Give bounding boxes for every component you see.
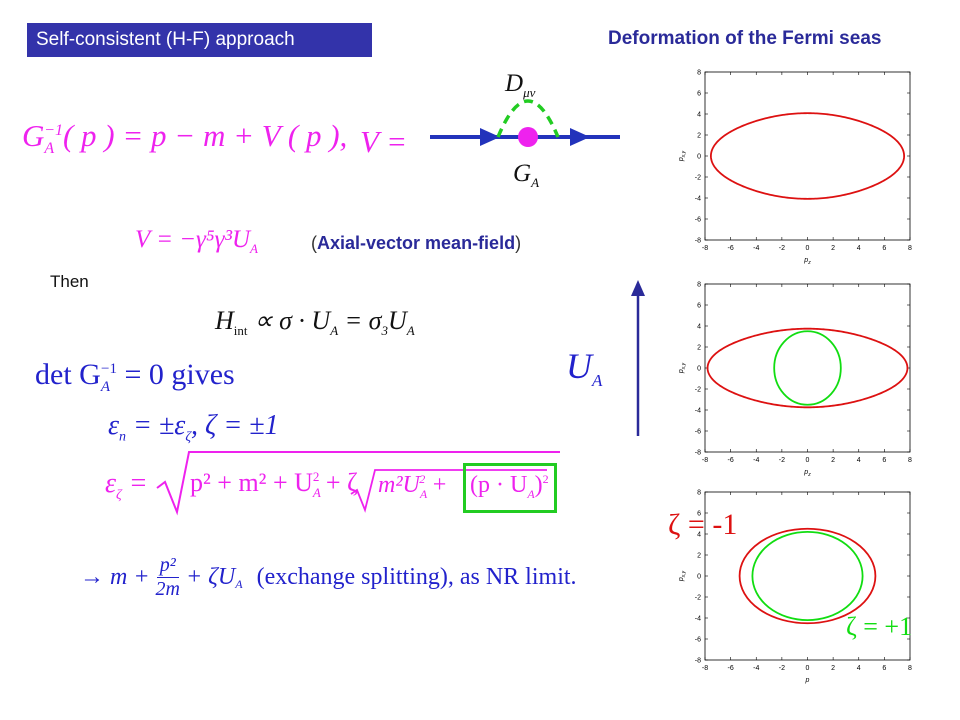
fermi-plot-3: -8-8 -6 -6 -4 -4 -2 -2 0 0 2 2 4 4 6 6 8 8 p px,y [678, 490, 912, 685]
x-tick-label: -4 [753, 245, 759, 252]
x-tick-label: 0 [806, 245, 810, 252]
y-tick-label: 4 [697, 112, 701, 119]
highlight-box [463, 463, 557, 513]
y-tick-label: 0 [697, 366, 701, 373]
fermi-sea-plots: -8-8-6-6-4-4-2-20022446688pzpx,y-8-8-6-6… [678, 70, 912, 685]
axial-note: (Axial-vector mean-field) [311, 233, 522, 253]
y-tick-label: 4 [697, 324, 701, 331]
y-tick-label: 6 [697, 303, 701, 310]
x-tick-label: 2 [831, 457, 835, 464]
y-tick-label: -6 [695, 217, 701, 224]
sqrt-signs [156, 451, 560, 516]
h-int-equation: Hint ∝ σ · UA = σ3UA [215, 306, 415, 339]
det-equation: det GA−1 = 0 gives [35, 358, 235, 395]
y-tick-label: 2 [697, 345, 701, 352]
arrow-right [570, 128, 590, 146]
x-tick-label: 4 [857, 245, 861, 252]
self-energy-diagram [430, 99, 620, 147]
y-tick-label: -4 [695, 408, 701, 415]
y-axis-label: px,y [678, 570, 687, 582]
x-tick-label: 8 [908, 245, 912, 252]
fermi-surface-red [706, 327, 909, 409]
y-tick-label: 0 [697, 574, 701, 581]
x-tick-label: 4 [857, 457, 861, 464]
boxed-term: (p · UA)2 [470, 472, 549, 501]
y-tick-label: -8 [695, 450, 701, 457]
y-tick-label: 8 [697, 282, 701, 289]
vertex-dot [518, 127, 538, 147]
fermi-surface-red [738, 527, 877, 625]
y-tick-label: -2 [695, 595, 701, 602]
fermi-plot-1: -8-8 -6 -6 -4 -4 -2 -2 0 0 2 2 4 4 6 6 8 8 pz px,y [678, 70, 912, 267]
diagram-top-label: Dμν [505, 70, 536, 100]
x-tick-label: 4 [857, 665, 861, 672]
ua-label: UA [566, 346, 603, 391]
y-tick-label: -8 [695, 238, 701, 245]
x-tick-label: -6 [728, 665, 734, 672]
y-axis-label: px,y [678, 362, 687, 374]
x-axis-label: pz [803, 257, 811, 266]
increase-arrow [631, 280, 645, 436]
y-tick-label: 2 [697, 133, 701, 140]
boson-propagator [496, 99, 560, 138]
zeta-minus-label: ζ = -1 [668, 508, 738, 541]
propagator-equation: GA−1( p ) = p − m + V ( p ), [22, 118, 348, 158]
y-tick-label: -6 [695, 429, 701, 436]
x-tick-label: -8 [702, 665, 708, 672]
epsilon-zeta-lhs: εζ = [105, 468, 148, 503]
fermi-surface-green [773, 330, 842, 406]
y-tick-label: -8 [695, 658, 701, 665]
x-tick-label: -6 [728, 457, 734, 464]
then-label: Then [50, 272, 89, 291]
plots-title: Deformation of the Fermi seas [608, 28, 882, 49]
x-tick-label: -2 [779, 457, 785, 464]
x-tick-label: 2 [831, 665, 835, 672]
x-axis-label: pz [803, 469, 811, 478]
y-tick-label: 8 [697, 490, 701, 497]
y-tick-label: -4 [695, 616, 701, 623]
y-tick-label: -2 [695, 175, 701, 182]
x-tick-label: -2 [779, 665, 785, 672]
y-tick-label: 8 [697, 70, 701, 77]
x-tick-label: 6 [882, 665, 886, 672]
y-axis-label: px,y [678, 150, 687, 162]
x-tick-label: -6 [728, 245, 734, 252]
nr-limit: → m + p² 2m + ζU A (exchange splitting), … [80, 554, 577, 600]
x-tick-label: 0 [806, 457, 810, 464]
y-tick-label: -4 [695, 196, 701, 203]
zeta-plus-label: ζ = +1 [846, 612, 913, 641]
x-tick-label: 2 [831, 245, 835, 252]
v-definition: V = −γ⁵γ³UA [135, 226, 258, 256]
y-tick-label: 6 [697, 91, 701, 98]
x-axis-label: p [805, 677, 810, 684]
epsilon-zeta-inner: m²UA2 + [378, 472, 448, 501]
epsilon-n-equation: εn = ±εζ, ζ = ±1 [108, 410, 279, 445]
x-tick-label: 8 [908, 665, 912, 672]
x-tick-label: 6 [882, 457, 886, 464]
x-tick-label: -2 [779, 245, 785, 252]
y-tick-label: 6 [697, 511, 701, 518]
section-title: Self-consistent (H-F) approach [27, 23, 372, 57]
y-tick-label: -6 [695, 637, 701, 644]
fermi-plot-2: -8-8 -6 -6 -4 -4 -2 -2 0 0 2 2 4 4 6 6 8 8 pz px,y [678, 282, 912, 479]
x-tick-label: 6 [882, 245, 886, 252]
diagram-bottom-label: GA [513, 160, 540, 190]
x-tick-label: 8 [908, 457, 912, 464]
arrow-left [480, 128, 500, 146]
epsilon-zeta-outer: p² + m² + UA2 + ζ [190, 468, 358, 501]
y-tick-label: 2 [697, 553, 701, 560]
x-tick-label: -4 [753, 665, 759, 672]
x-tick-label: 0 [806, 665, 810, 672]
fermi-surface-red [709, 112, 906, 200]
x-tick-label: -8 [702, 245, 708, 252]
v-equals: V = [360, 124, 408, 159]
x-tick-label: -4 [753, 457, 759, 464]
y-tick-label: -2 [695, 387, 701, 394]
fermi-surface-green [751, 530, 864, 621]
x-tick-label: -8 [702, 457, 708, 464]
y-tick-label: 0 [697, 154, 701, 161]
y-tick-label: 4 [697, 532, 701, 539]
